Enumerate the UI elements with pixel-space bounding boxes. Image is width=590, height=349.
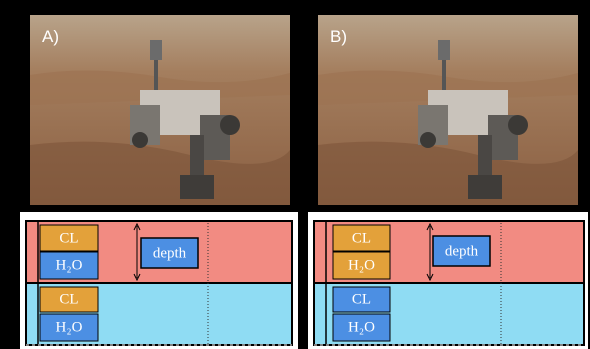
box-label: CL [352, 291, 371, 307]
diagram-b: CL H₂O CL H₂O depth [308, 212, 588, 349]
box-label: H₂O [56, 319, 83, 335]
photo-a [30, 15, 290, 205]
panel-label: A) [42, 27, 59, 46]
box-label: CL [352, 230, 371, 246]
box-label: CL [59, 291, 78, 307]
box-label: H₂O [348, 319, 375, 335]
box-label: CL [59, 230, 78, 246]
box-label: H₂O [348, 257, 375, 273]
depth-label: depth [153, 245, 187, 261]
figure: A) B) CL H₂O CL H₂O depth CL H₂O CL [0, 0, 590, 349]
panel-label: B) [330, 27, 347, 46]
depth-label: depth [445, 243, 479, 259]
photo-b [318, 15, 578, 205]
diagram-a: CL H₂O CL H₂O depth [20, 212, 298, 349]
box-label: H₂O [56, 257, 83, 273]
